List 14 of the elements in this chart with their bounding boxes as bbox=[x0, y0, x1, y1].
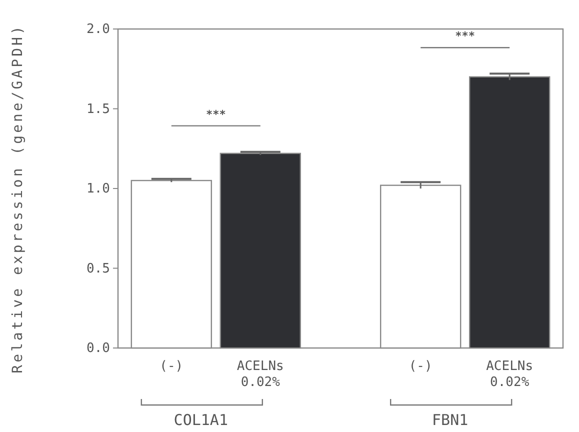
text: COL1A1 bbox=[174, 411, 228, 429]
y-tick-label: 2.0 bbox=[86, 22, 110, 38]
annotation: *** bbox=[206, 108, 226, 121]
x-tick-label: ACELNs 0.02% bbox=[236, 359, 284, 390]
x-tick-label: (-) bbox=[408, 359, 432, 374]
y-tick-label: 1.0 bbox=[86, 182, 110, 197]
annotation: *** bbox=[455, 30, 476, 43]
x-tick-label: ACELNs 0.02% bbox=[486, 359, 534, 390]
y-tick-label: 1.5 bbox=[86, 102, 110, 117]
x-tick-label: (-) bbox=[160, 359, 184, 374]
text: FBN1 bbox=[432, 411, 468, 429]
y-tick-label: 0.0 bbox=[86, 341, 110, 356]
y-axis-title: Relative expression (gene/GAPDH) bbox=[10, 24, 26, 374]
y-tick-label: 0.5 bbox=[86, 261, 110, 276]
